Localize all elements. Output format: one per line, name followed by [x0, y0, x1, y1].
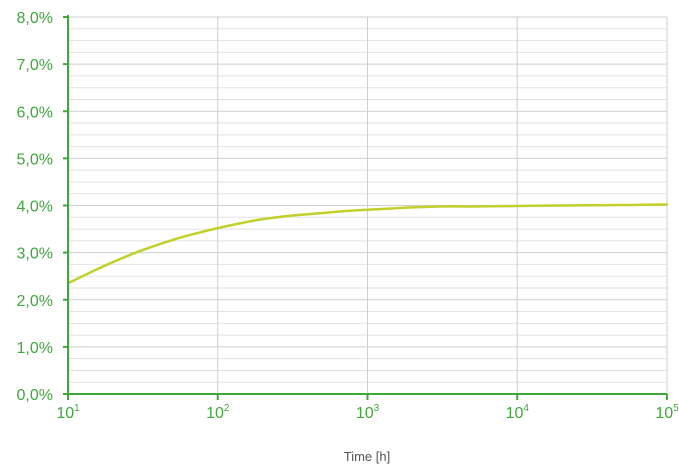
axes: [63, 15, 668, 400]
tick-labels: 0,0% 1,0% 2,0% 3,0% 4,0% 5,0% 6,0% 7,0% 8,0% 101 1…: [17, 10, 679, 464]
y-tick-label: 1,0%: [17, 340, 53, 357]
series-layer: [66, 203, 669, 285]
x-tick-label: 105: [655, 403, 679, 422]
x-tick-label: 103: [356, 403, 380, 422]
x-axis-label: Time [h]: [344, 449, 390, 464]
x-tick-label: 102: [206, 403, 230, 422]
y-tick-label: 2,0%: [17, 293, 53, 310]
x-tick-label: 101: [56, 403, 80, 422]
y-tick-label: 7,0%: [17, 57, 53, 74]
y-tick-label: 4,0%: [17, 199, 53, 216]
grid: [68, 16, 668, 394]
y-tick-label: 8,0%: [17, 10, 53, 27]
y-tick-label: 0,0%: [17, 387, 53, 404]
series-line-0: [66, 203, 669, 285]
y-tick-label: 6,0%: [17, 104, 53, 121]
x-tick-label: 104: [506, 403, 530, 422]
y-tick-label: 5,0%: [17, 151, 53, 168]
y-tick-label: 3,0%: [17, 246, 53, 263]
